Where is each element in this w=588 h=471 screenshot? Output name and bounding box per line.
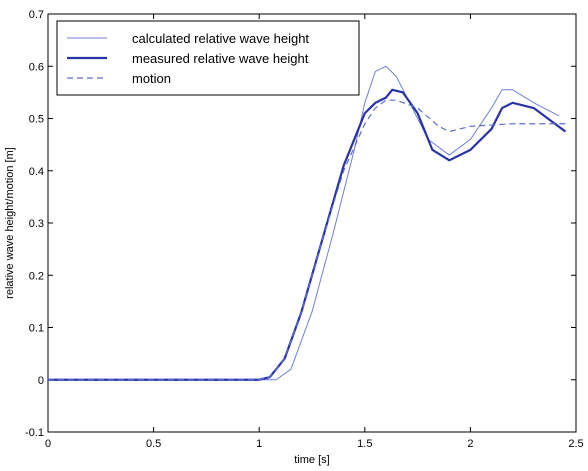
y-tick-label: 0.6 bbox=[29, 61, 44, 73]
y-tick-label: 0.7 bbox=[29, 9, 44, 21]
x-tick-label: 2 bbox=[467, 438, 473, 450]
x-axis-label: time [s] bbox=[294, 454, 329, 466]
y-tick-label: 0.5 bbox=[29, 114, 44, 126]
x-tick-label: 1.5 bbox=[357, 438, 372, 450]
x-tick-label: 0.5 bbox=[146, 438, 161, 450]
legend: calculated relative wave height measured … bbox=[56, 20, 360, 96]
y-tick-label: 0.2 bbox=[29, 270, 44, 282]
y-tick-label: 0.1 bbox=[29, 323, 44, 335]
legend-label-2: measured relative wave height bbox=[132, 51, 309, 66]
y-tick-label: 0 bbox=[38, 375, 44, 387]
series-line-1 bbox=[48, 65, 560, 381]
x-tick-label: 2.5 bbox=[568, 438, 583, 450]
x-tick-label: 1 bbox=[256, 438, 262, 450]
y-axis-label: relative wave height/motion [m] bbox=[4, 147, 16, 299]
y-tick-label: 0.3 bbox=[29, 218, 44, 230]
series-lines bbox=[48, 65, 567, 381]
series-line-2 bbox=[48, 88, 567, 381]
y-tick-label: -0.1 bbox=[25, 427, 44, 439]
series-line-3 bbox=[48, 99, 566, 381]
legend-label-3: motion bbox=[132, 71, 171, 86]
axis-ticks: 0 0.5 1 1.5 2 2.5-0.100.10.20.30.40.50.60.7 bbox=[25, 9, 584, 450]
x-tick-label: 0 bbox=[45, 438, 51, 450]
y-tick-label: 0.4 bbox=[29, 166, 44, 178]
legend-label-1: calculated relative wave height bbox=[132, 31, 309, 46]
legend-box bbox=[56, 20, 360, 96]
